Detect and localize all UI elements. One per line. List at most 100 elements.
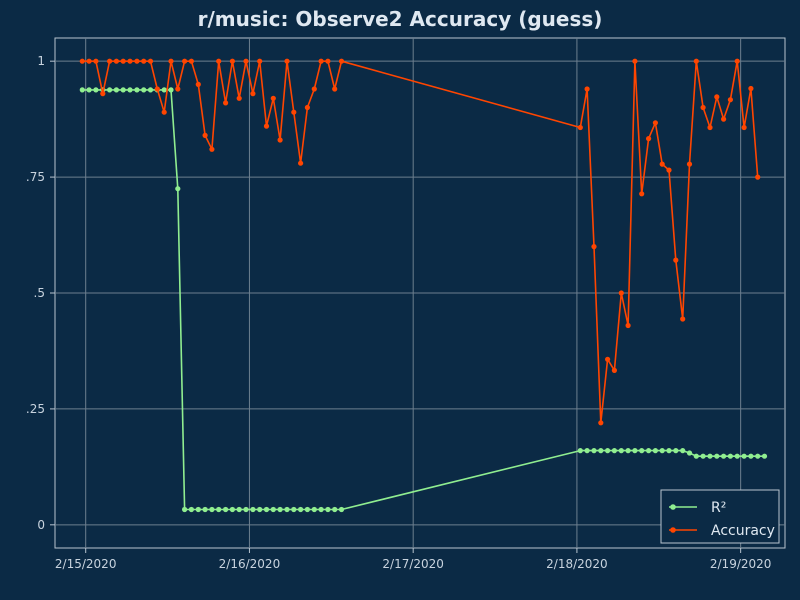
data-point <box>605 448 611 454</box>
data-point <box>311 506 317 513</box>
data-point <box>646 448 652 454</box>
data-point <box>686 161 693 167</box>
legend-entry-label: Accuracy <box>711 523 775 539</box>
data-point <box>216 58 222 64</box>
data-point <box>161 109 167 115</box>
data-point <box>325 58 331 64</box>
data-point <box>291 109 297 115</box>
data-point <box>318 506 324 513</box>
data-point <box>270 506 276 513</box>
data-point <box>591 244 597 250</box>
data-point <box>188 58 194 64</box>
data-point <box>168 58 174 64</box>
data-point <box>755 453 761 459</box>
data-point <box>250 91 256 97</box>
data-point <box>243 506 249 513</box>
data-point <box>86 87 92 93</box>
data-point <box>127 58 133 64</box>
data-point <box>134 87 140 93</box>
chart-title: r/music: Observe2 Accuracy (guess) <box>198 7 603 31</box>
data-point <box>127 87 133 93</box>
data-point <box>257 58 263 64</box>
data-point <box>147 87 154 93</box>
data-point <box>598 420 604 426</box>
grid-lines <box>50 37 786 553</box>
data-point <box>577 124 583 131</box>
data-point <box>686 450 693 456</box>
data-point <box>693 58 699 64</box>
data-point <box>673 257 679 263</box>
data-point <box>734 453 740 459</box>
data-point <box>646 136 652 142</box>
data-point <box>727 97 734 103</box>
legend: R² Accuracy <box>660 489 780 544</box>
data-point <box>223 506 229 513</box>
data-point <box>107 87 113 93</box>
data-point <box>209 506 215 513</box>
data-point <box>652 448 659 454</box>
data-point <box>659 448 665 454</box>
data-point <box>223 100 229 106</box>
y-tick-label: 1 <box>37 54 45 68</box>
legend-swatch-marker <box>670 504 676 510</box>
data-point <box>79 87 85 93</box>
data-point <box>175 86 181 92</box>
data-point <box>86 58 92 64</box>
y-tick-label: .25 <box>26 402 45 416</box>
data-point <box>652 120 659 126</box>
data-point <box>93 58 99 64</box>
data-point <box>611 367 618 373</box>
data-point <box>134 58 140 64</box>
data-point <box>741 453 747 459</box>
series-line <box>82 60 759 424</box>
data-point <box>714 94 720 100</box>
data-point <box>188 506 194 513</box>
data-point <box>332 86 338 92</box>
data-point <box>195 81 201 87</box>
data-point <box>216 506 222 513</box>
data-point <box>632 58 638 64</box>
data-point <box>113 58 119 64</box>
y-tick-label: 0 <box>37 518 45 532</box>
x-tick-label: 2/19/2020 <box>710 557 772 571</box>
data-point <box>291 506 297 513</box>
data-point <box>673 448 679 454</box>
legend-swatch-marker <box>670 527 676 533</box>
data-point <box>229 58 235 64</box>
x-tick-label: 2/16/2020 <box>219 557 281 571</box>
data-point <box>141 87 147 93</box>
data-point <box>113 87 119 93</box>
data-point <box>120 87 126 93</box>
data-point <box>236 95 242 101</box>
data-point <box>325 506 331 513</box>
data-point <box>202 506 208 513</box>
data-point <box>625 448 631 454</box>
data-point <box>721 116 727 122</box>
data-point <box>605 356 611 362</box>
data-point <box>250 506 256 513</box>
series-accuracy <box>79 58 761 426</box>
data-point <box>332 506 338 513</box>
data-point <box>693 453 699 459</box>
data-point <box>141 58 147 64</box>
y-tick-label: .75 <box>26 170 45 184</box>
x-tick-label: 2/17/2020 <box>382 557 444 571</box>
data-point <box>700 453 706 459</box>
data-point <box>700 104 706 111</box>
legend-box <box>660 489 780 544</box>
data-point <box>236 506 242 513</box>
data-point <box>727 453 734 459</box>
data-point <box>270 95 276 101</box>
data-point <box>707 453 713 459</box>
series-layer <box>79 58 768 513</box>
data-point <box>284 506 290 513</box>
data-point <box>243 58 249 64</box>
data-point <box>680 316 686 322</box>
data-point <box>304 506 310 513</box>
data-point <box>680 448 686 454</box>
data-point <box>748 85 754 92</box>
data-point <box>182 506 188 513</box>
data-point <box>761 453 768 459</box>
data-point <box>229 506 235 513</box>
